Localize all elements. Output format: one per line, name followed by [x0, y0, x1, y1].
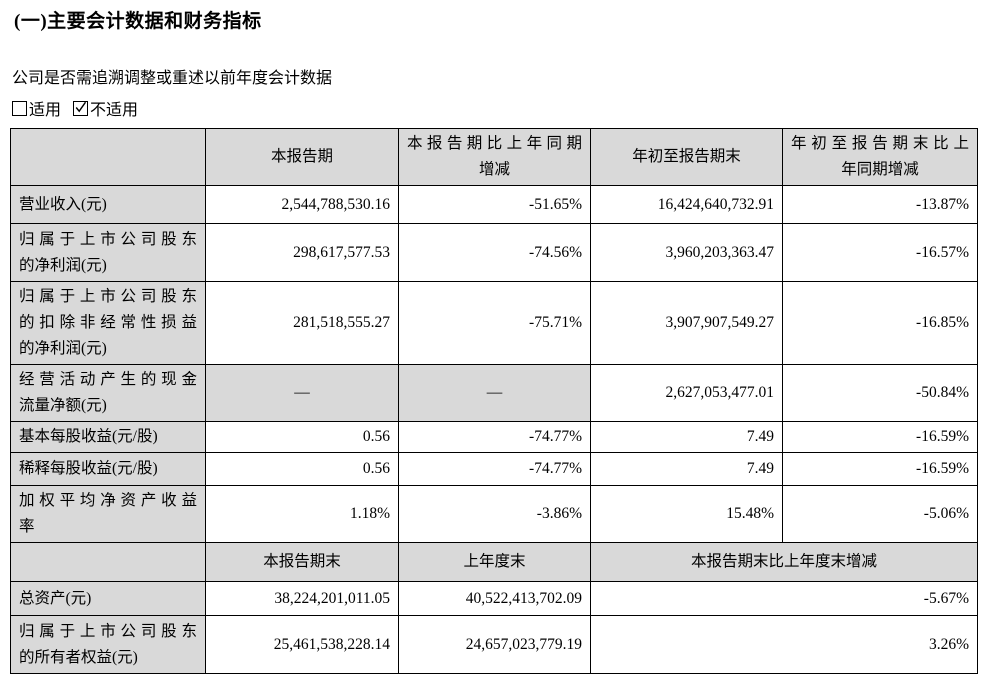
- value-current: 2,544,788,530.16: [205, 185, 399, 224]
- header-current-period: 本报告期: [205, 128, 399, 186]
- metric-label: 营业收入(元): [10, 185, 206, 224]
- label-line: 流量净额(元): [19, 397, 107, 414]
- label-line: 加权平均净资产收益: [19, 492, 197, 509]
- header-line: 年初至报告期末比上: [791, 135, 969, 152]
- metric-label: 加权平均净资产收益 率: [10, 485, 206, 543]
- label-line: 营业收入(元): [19, 195, 107, 213]
- value-ytd-yoy: -16.59%: [782, 452, 978, 486]
- value-current: 1.18%: [205, 485, 399, 543]
- value-prev-year-end: 40,522,413,702.09: [398, 581, 591, 616]
- metric-label: 归属于上市公司股东 的净利润(元): [10, 223, 206, 282]
- header-line: 增减: [478, 161, 510, 178]
- value-change: -5.67%: [590, 581, 978, 616]
- header-prev-year-end: 上年度末: [398, 542, 591, 582]
- metric-label: 归属于上市公司股东 的所有者权益(元): [10, 615, 206, 674]
- applicable-label: 适用: [29, 102, 62, 119]
- label-line: 总资产(元): [19, 589, 92, 607]
- value-ytd: 7.49: [590, 452, 783, 486]
- value-current: 281,518,555.27: [205, 281, 399, 365]
- metric-label: 经营活动产生的现金 流量净额(元): [10, 364, 206, 422]
- label-line: 的净利润(元): [19, 340, 107, 357]
- label-line: 率: [19, 518, 35, 535]
- metric-label: 稀释每股收益(元/股): [10, 452, 206, 486]
- value-ytd: 3,960,203,363.47: [590, 223, 783, 282]
- label-line: 经营活动产生的现金: [19, 371, 197, 388]
- table-header-row-period-end: 本报告期末 上年度末 本报告期末比上年度末增减: [10, 542, 978, 582]
- value-current-yoy: -74.77%: [398, 421, 591, 453]
- value-ytd-yoy: -50.84%: [782, 364, 978, 422]
- table-row-equity: 归属于上市公司股东 的所有者权益(元) 25,461,538,228.14 24…: [10, 615, 978, 674]
- table-header-row-period: 本报告期 本报告期比上年同期 增减 年初至报告期末 年初至报告期末比上 年同期增…: [10, 128, 978, 186]
- metric-label: 归属于上市公司股东 的扣除非经常性损益 的净利润(元): [10, 281, 206, 365]
- table-row-diluted-eps: 稀释每股收益(元/股) 0.56 -74.77% 7.49 -16.59%: [10, 452, 978, 486]
- label-line: 归属于上市公司股东: [19, 288, 197, 305]
- not-applicable-label: 不适用: [90, 102, 139, 119]
- key-financials-table: 本报告期 本报告期比上年同期 增减 年初至报告期末 年初至报告期末比上 年同期增…: [10, 128, 978, 674]
- header-period-end-change: 本报告期末比上年度末增减: [590, 542, 978, 582]
- label-line: 归属于上市公司股东: [19, 230, 197, 248]
- value-ytd: 16,424,640,732.91: [590, 185, 783, 224]
- table-row-basic-eps: 基本每股收益(元/股) 0.56 -74.77% 7.49 -16.59%: [10, 421, 978, 453]
- value-ytd-yoy: -5.06%: [782, 485, 978, 543]
- table-row-revenue: 营业收入(元) 2,544,788,530.16 -51.65% 16,424,…: [10, 185, 978, 224]
- value-period-end: 25,461,538,228.14: [205, 615, 399, 674]
- checkbox-unchecked-icon[interactable]: [12, 101, 27, 116]
- value-change: 3.26%: [590, 615, 978, 674]
- header-line: 年同期增减: [841, 161, 919, 178]
- section-title: (一)主要会计数据和财务指标: [14, 11, 262, 32]
- value-current-yoy: -51.65%: [398, 185, 591, 224]
- value-ytd-yoy: -16.85%: [782, 281, 978, 365]
- checkbox-checked-icon[interactable]: [73, 101, 89, 116]
- applicable-option[interactable]: 适用: [12, 101, 62, 119]
- value-current-yoy: -3.86%: [398, 485, 591, 543]
- value-current-dash: —: [205, 364, 399, 422]
- metric-label: 总资产(元): [10, 581, 206, 616]
- value-current: 0.56: [205, 452, 399, 486]
- value-ytd: 2,627,053,477.01: [590, 364, 783, 422]
- label-line: 的扣除非经常性损益: [19, 314, 197, 331]
- label-line: 的所有者权益(元): [19, 648, 138, 666]
- header-ytd: 年初至报告期末: [590, 128, 783, 186]
- value-ytd: 3,907,907,549.27: [590, 281, 783, 365]
- table-row-net-profit-excl-nonrecurring: 归属于上市公司股东 的扣除非经常性损益 的净利润(元) 281,518,555.…: [10, 281, 978, 365]
- value-period-end: 38,224,201,011.05: [205, 581, 399, 616]
- table-row-net-profit: 归属于上市公司股东 的净利润(元) 298,617,577.53 -74.56%…: [10, 223, 978, 282]
- label-line: 归属于上市公司股东: [19, 622, 197, 640]
- table-row-weighted-avg-roe: 加权平均净资产收益 率 1.18% -3.86% 15.48% -5.06%: [10, 485, 978, 543]
- value-current-yoy: -75.71%: [398, 281, 591, 365]
- value-ytd-yoy: -16.59%: [782, 421, 978, 453]
- value-current-yoy-dash: —: [398, 364, 591, 422]
- header-current-period-yoy: 本报告期比上年同期 增减: [398, 128, 591, 186]
- corner-blank-cell: [10, 128, 206, 186]
- value-current-yoy: -74.77%: [398, 452, 591, 486]
- label-line: 基本每股收益(元/股): [19, 428, 158, 445]
- restatement-question: 公司是否需追溯调整或重述以前年度会计数据: [12, 70, 333, 87]
- label-line: 的净利润(元): [19, 256, 107, 274]
- label-line: 稀释每股收益(元/股): [19, 460, 158, 477]
- value-ytd-yoy: -13.87%: [782, 185, 978, 224]
- corner-blank-cell: [10, 542, 206, 582]
- table-row-total-assets: 总资产(元) 38,224,201,011.05 40,522,413,702.…: [10, 581, 978, 616]
- applicability-options: 适用 不适用: [12, 96, 146, 120]
- value-prev-year-end: 24,657,023,779.19: [398, 615, 591, 674]
- header-line: 本报告期比上年同期: [407, 135, 582, 152]
- metric-label: 基本每股收益(元/股): [10, 421, 206, 453]
- value-current: 0.56: [205, 421, 399, 453]
- value-ytd: 7.49: [590, 421, 783, 453]
- header-ytd-yoy: 年初至报告期末比上 年同期增减: [782, 128, 978, 186]
- value-ytd: 15.48%: [590, 485, 783, 543]
- header-period-end: 本报告期末: [205, 542, 399, 582]
- not-applicable-option[interactable]: 不适用: [73, 101, 139, 119]
- value-current: 298,617,577.53: [205, 223, 399, 282]
- table-row-operating-cash-flow: 经营活动产生的现金 流量净额(元) — — 2,627,053,477.01 -…: [10, 364, 978, 422]
- value-ytd-yoy: -16.57%: [782, 223, 978, 282]
- value-current-yoy: -74.56%: [398, 223, 591, 282]
